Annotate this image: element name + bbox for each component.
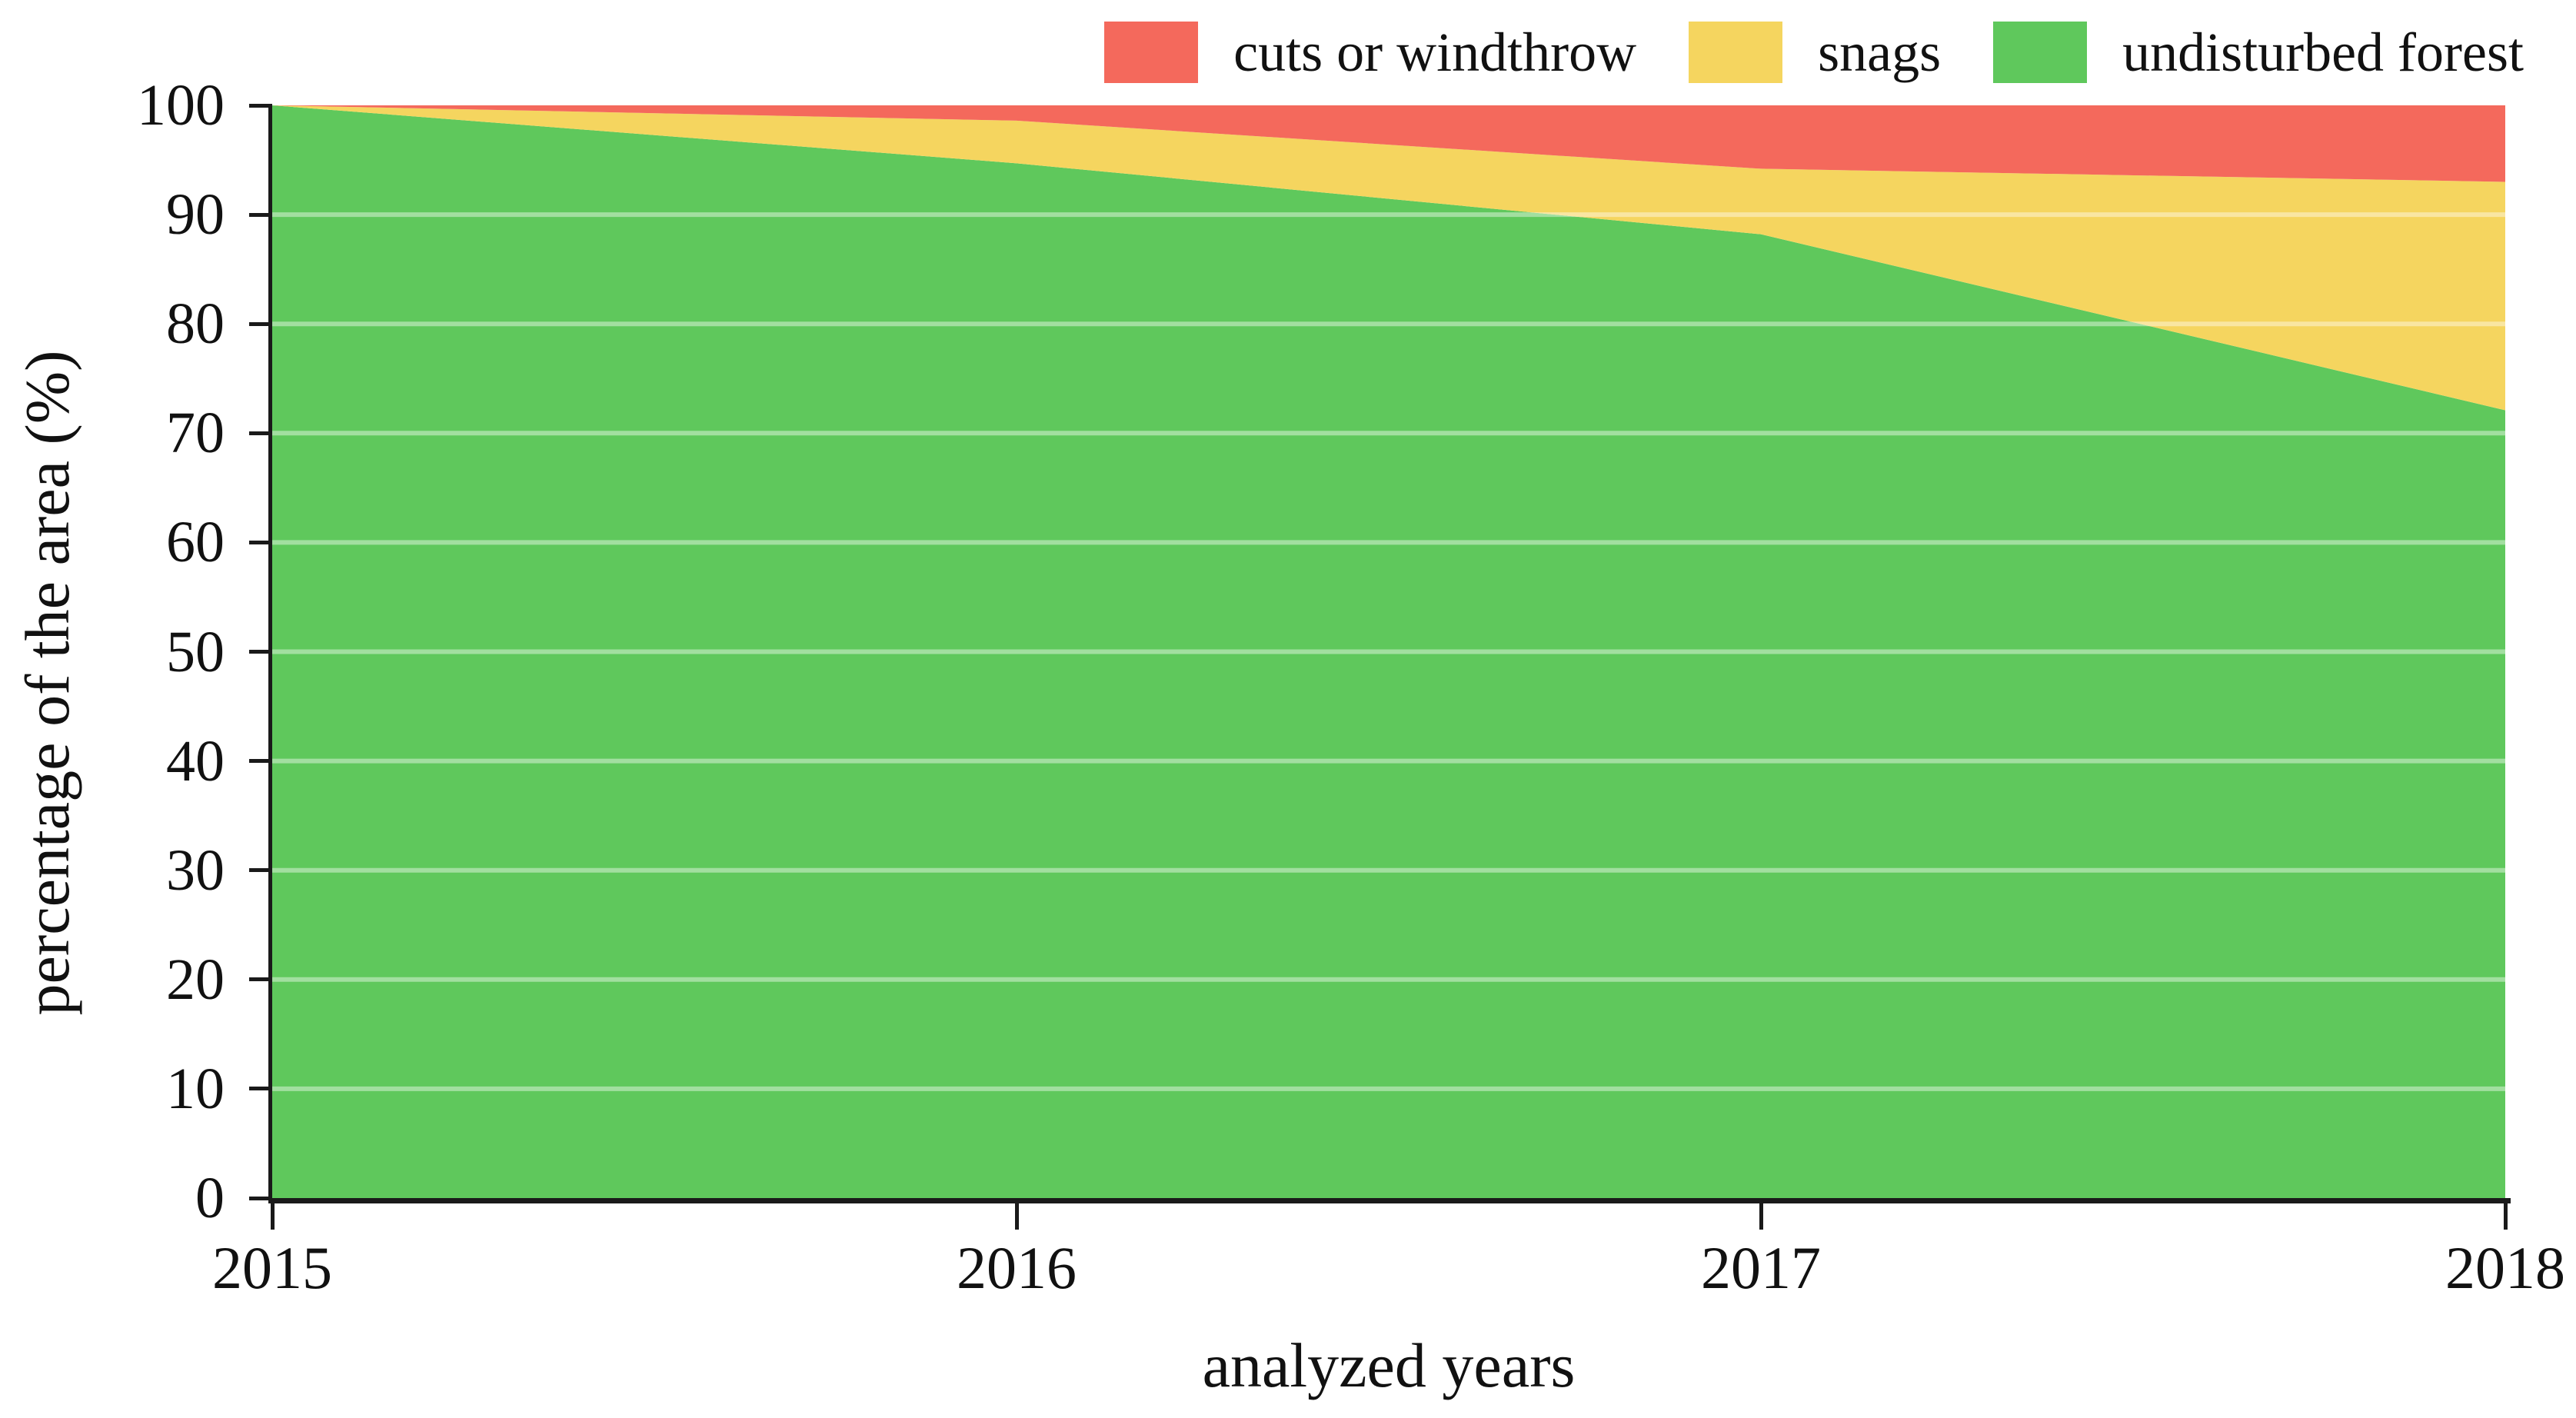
y-tick-80 bbox=[249, 321, 272, 326]
y-tick-0 bbox=[249, 1196, 272, 1200]
y-axis-line bbox=[268, 105, 272, 1203]
y-tick-label-30: 30 bbox=[166, 837, 225, 903]
y-tick-label-20: 20 bbox=[166, 947, 225, 1012]
y-tick-label-50: 50 bbox=[166, 619, 225, 684]
y-tick-60 bbox=[249, 540, 272, 544]
y-tick-label-100: 100 bbox=[137, 73, 225, 138]
y-tick-label-0: 0 bbox=[195, 1166, 225, 1230]
y-tick-50 bbox=[249, 650, 272, 654]
y-tick-30 bbox=[249, 868, 272, 873]
x-tick-2016 bbox=[1014, 1203, 1019, 1230]
x-tick-label-2018: 2018 bbox=[2445, 1234, 2565, 1301]
legend-label: undisturbed forest bbox=[2122, 22, 2524, 83]
legend-swatch bbox=[1104, 22, 1199, 83]
y-tick-label-60: 60 bbox=[166, 510, 225, 575]
legend-label: cuts or windthrow bbox=[1233, 22, 1637, 83]
legend: cuts or windthrow snags undisturbed forest bbox=[1104, 22, 2524, 83]
y-tick-40 bbox=[249, 759, 272, 764]
y-tick-label-40: 40 bbox=[166, 728, 225, 794]
x-tick-2017 bbox=[1759, 1203, 1763, 1230]
y-tick-20 bbox=[249, 977, 272, 982]
area-cuts-or-windthrow bbox=[272, 105, 2505, 182]
x-axis-line bbox=[268, 1198, 2511, 1203]
y-tick-label-90: 90 bbox=[166, 182, 225, 248]
y-tick-70 bbox=[249, 431, 272, 435]
legend-item: cuts or windthrow bbox=[1104, 22, 1636, 83]
legend-swatch bbox=[1689, 22, 1783, 83]
x-tick-label-2016: 2016 bbox=[957, 1234, 1077, 1301]
x-tick-label-2017: 2017 bbox=[1701, 1234, 1821, 1301]
legend-label: snags bbox=[1818, 22, 1942, 83]
legend-swatch bbox=[1993, 22, 2088, 83]
legend-item: snags bbox=[1689, 22, 1941, 83]
x-tick-2015 bbox=[270, 1203, 275, 1230]
area-snags bbox=[272, 105, 2505, 411]
y-tick-90 bbox=[249, 212, 272, 217]
area-undisturbed-forest bbox=[272, 105, 2505, 1198]
y-tick-100 bbox=[249, 103, 272, 108]
y-tick-10 bbox=[249, 1087, 272, 1091]
stacked-areas-svg bbox=[272, 105, 2505, 1198]
plot-area bbox=[272, 105, 2505, 1198]
x-tick-label-2015: 2015 bbox=[212, 1234, 332, 1301]
legend-item: undisturbed forest bbox=[1993, 22, 2524, 83]
y-tick-label-70: 70 bbox=[166, 401, 225, 466]
x-tick-2018 bbox=[2503, 1203, 2508, 1230]
y-tick-label-80: 80 bbox=[166, 291, 225, 357]
y-tick-label-10: 10 bbox=[166, 1056, 225, 1121]
x-axis-title: analyzed years bbox=[1202, 1330, 1576, 1400]
